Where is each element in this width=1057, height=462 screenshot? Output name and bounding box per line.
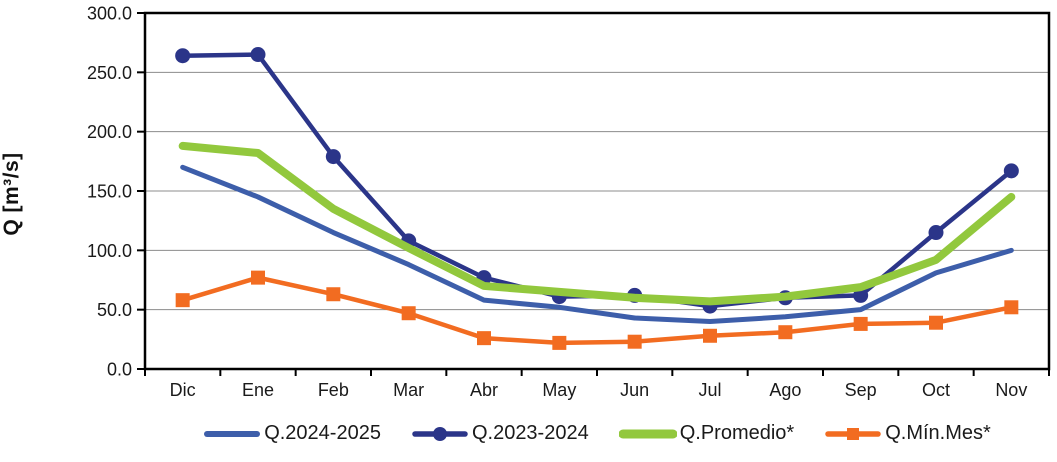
data-point-square (401, 306, 416, 321)
data-point-square (778, 325, 793, 340)
series-line-Q.Mín.Mes* (180, 275, 1014, 346)
data-point-square (929, 315, 943, 330)
chart-legend: Q.2024-2025 Q.2023-2024 Q.Promedio* Q.Mín.M… (145, 422, 1049, 445)
legend-line-sample (618, 429, 677, 438)
x-tick-label: Oct (922, 380, 950, 400)
y-tick-label: 150.0 (87, 182, 132, 202)
x-tick-label: Ago (769, 380, 801, 400)
y-tick-label: 50.0 (97, 300, 132, 320)
data-point-square (552, 335, 567, 350)
data-point-square (326, 287, 341, 302)
legend-label: Q.2023-2024 (471, 422, 589, 444)
data-point-circle (250, 47, 266, 63)
y-tick-label: 250.0 (87, 63, 132, 83)
data-point-square (477, 331, 491, 346)
data-point-circle (1003, 163, 1019, 179)
data-point-square (703, 328, 717, 343)
x-tick-label: Dic (170, 380, 196, 400)
legend-line-sample (412, 426, 468, 441)
data-point-circle (928, 225, 944, 241)
data-point-circle (175, 48, 191, 64)
x-tick-label: Sep (845, 380, 877, 400)
legend-label: Q.Mín.Mes* (885, 422, 991, 444)
legend-label: Q.Promedio* (679, 422, 795, 444)
legend-line-sample (204, 430, 261, 437)
data-point-square (853, 316, 868, 331)
y-tick-label: 300.0 (87, 4, 132, 24)
data-point-square (175, 293, 190, 308)
series-line-Q.Promedio* (178, 141, 1016, 306)
legend-item: Q.Mín.Mes* (824, 422, 991, 445)
y-axis-title: Q [m³/s] (0, 152, 23, 236)
y-tick-label: 0.0 (107, 360, 132, 380)
legend-line-sample (825, 427, 881, 440)
x-tick-label: Jun (620, 380, 649, 400)
data-point-square (1004, 300, 1019, 315)
legend-item: Q.2023-2024 (411, 422, 589, 445)
x-tick-label: May (542, 380, 576, 400)
data-point-square (251, 270, 265, 285)
data-point-circle (853, 287, 869, 303)
x-tick-label: Feb (318, 380, 349, 400)
x-tick-label: Abr (470, 380, 498, 400)
y-tick-label: 100.0 (87, 241, 132, 261)
line-chart-svg: 0.0 50.0 100.0 150.0 200.0 250.0 300.0 Dic Ene Fe… (87, 4, 1051, 400)
legend-item: Q.Promedio* (618, 422, 795, 445)
legend-item: Q.2024-2025 (203, 422, 381, 445)
series-line-Q.2024-2025 (180, 164, 1014, 325)
x-tick-label: Mar (393, 380, 424, 400)
y-tick-label: 200.0 (87, 122, 132, 142)
series-line-Q.2023-2024 (180, 52, 1014, 309)
x-tick-label: Nov (995, 380, 1027, 400)
legend-label: Q.2024-2025 (264, 422, 381, 444)
data-point-square (627, 334, 642, 349)
x-tick-label: Jul (698, 380, 721, 400)
data-point-circle (325, 149, 341, 165)
x-tick-label: Ene (242, 380, 274, 400)
